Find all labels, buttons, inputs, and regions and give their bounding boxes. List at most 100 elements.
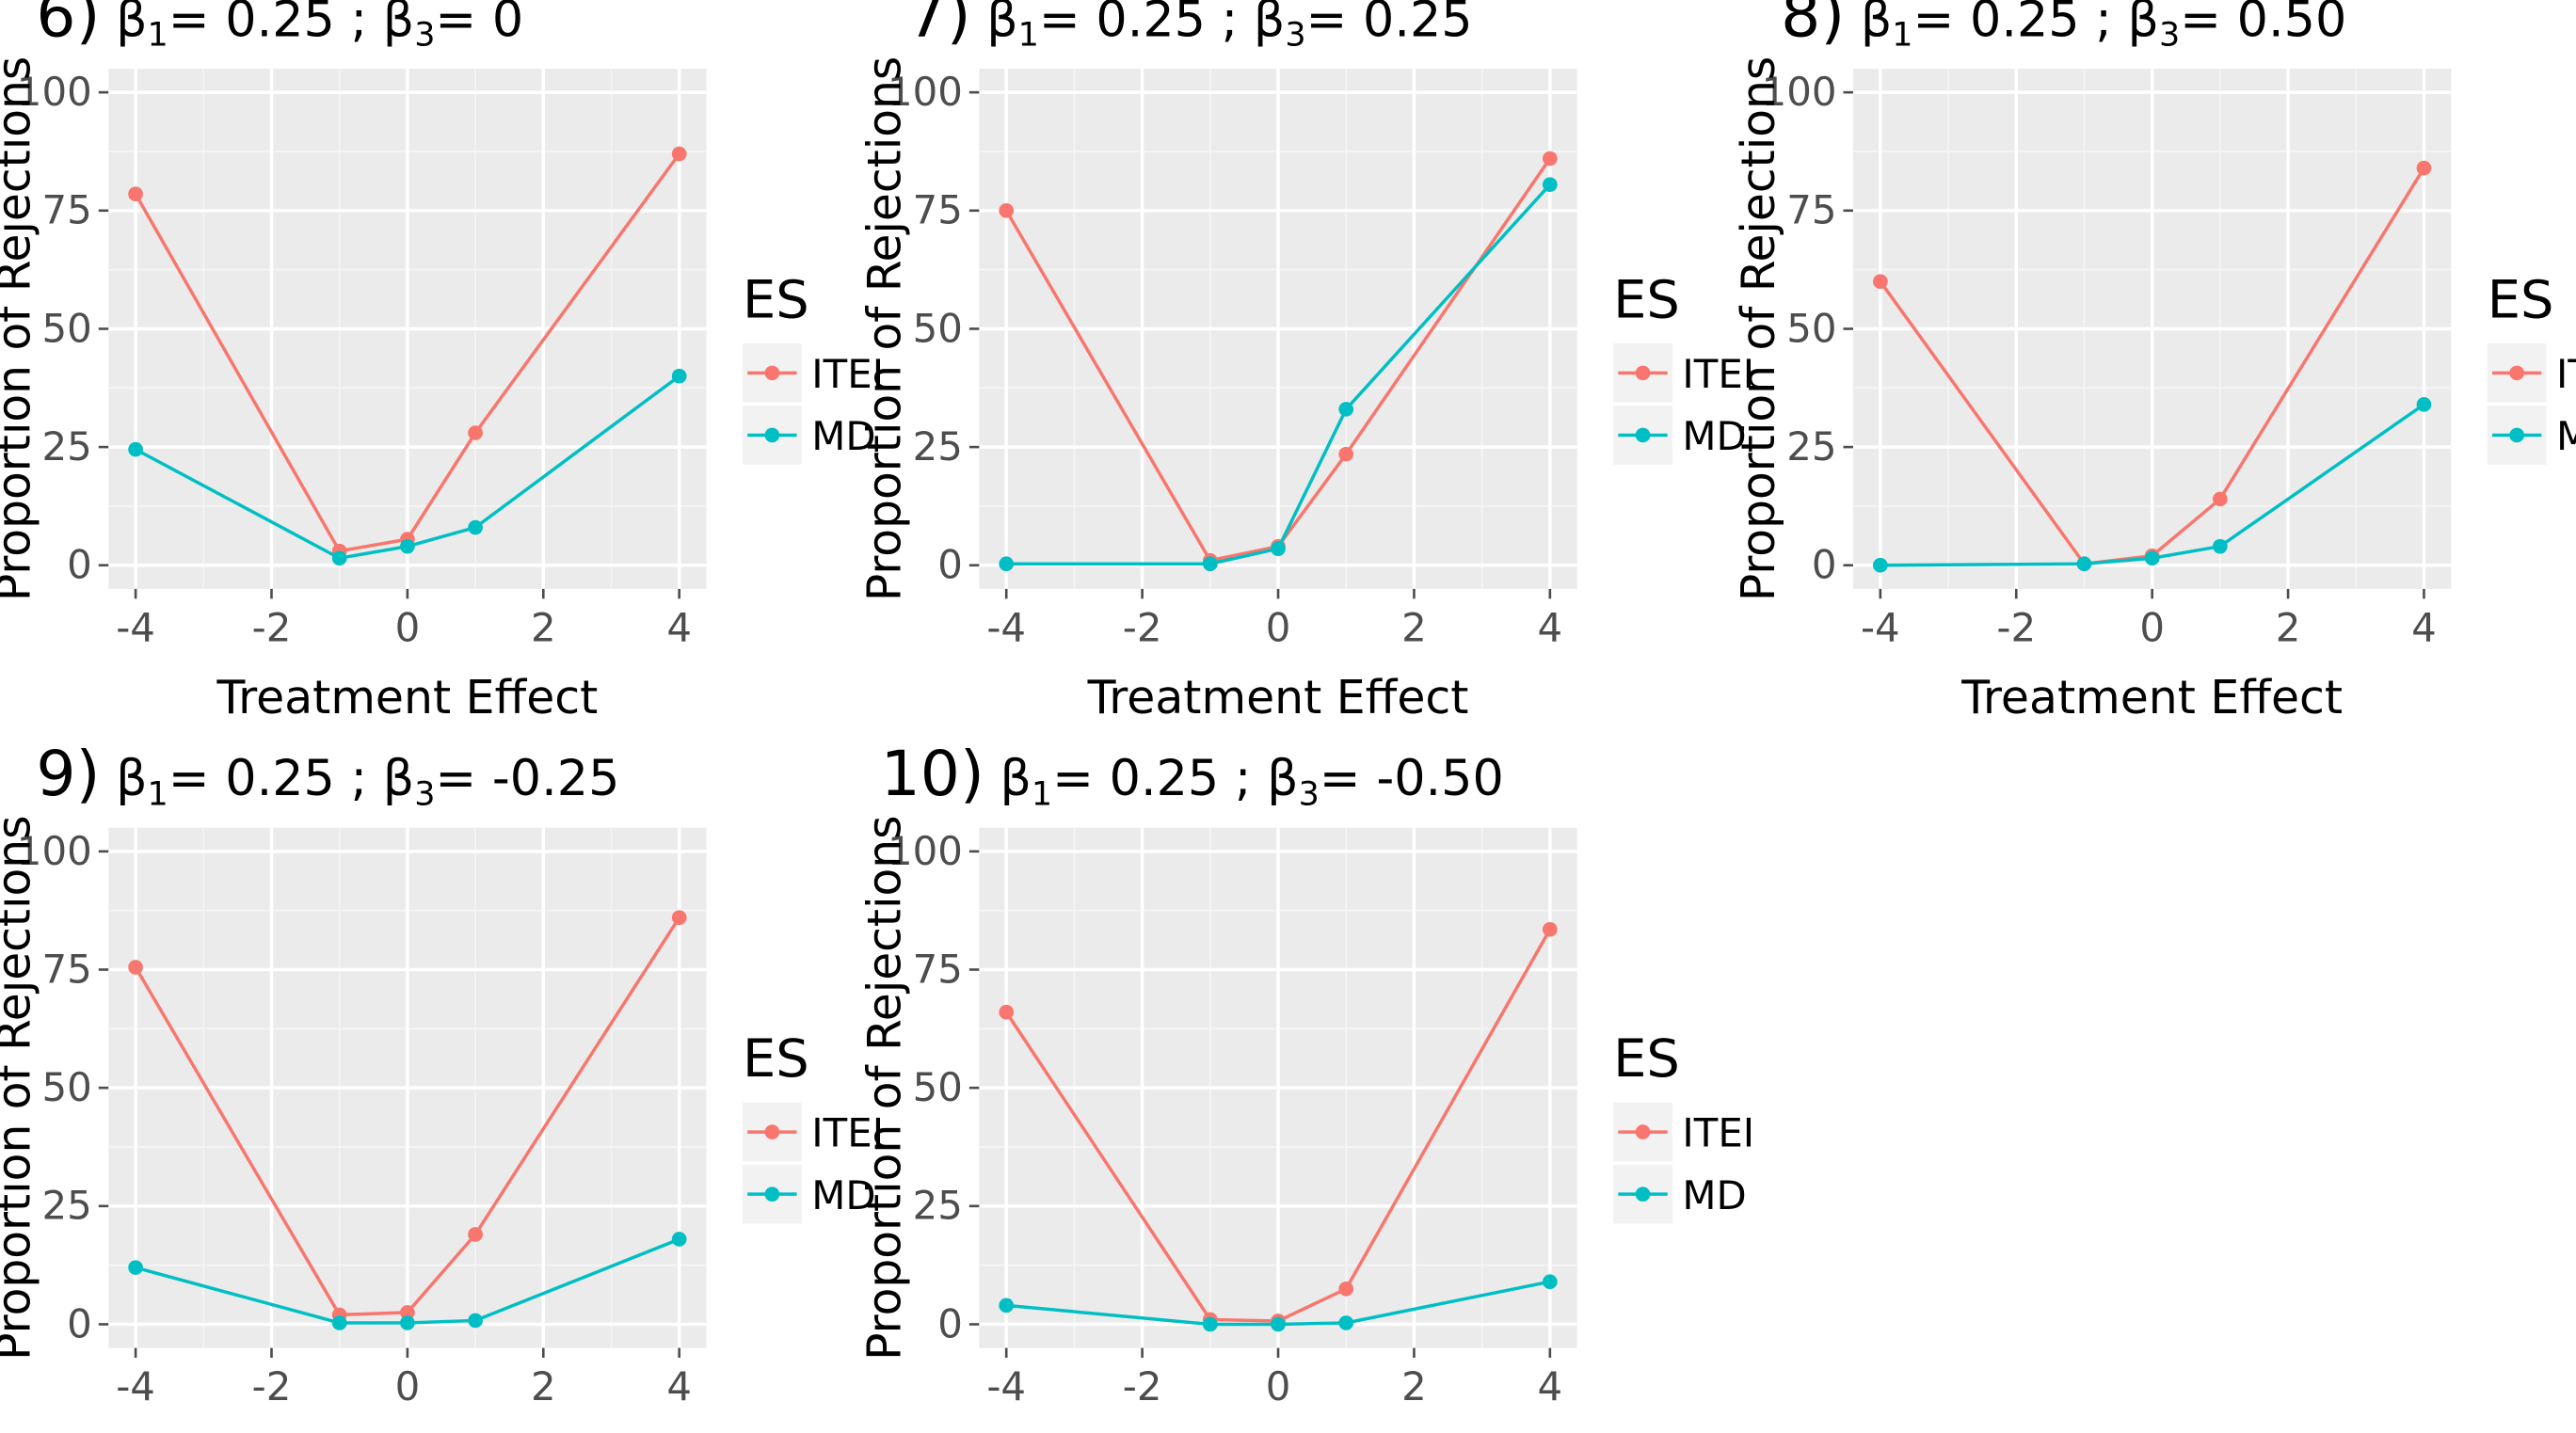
data-point-itei xyxy=(468,1227,483,1242)
y-tick-label: 50 xyxy=(1786,305,1836,351)
y-tick-label: 0 xyxy=(937,542,963,588)
y-tick-label: 0 xyxy=(937,1300,963,1346)
panel-title-part xyxy=(1845,0,1861,48)
panel-title: 9) β1= 0.25 ; β3= -0.25 xyxy=(36,738,619,813)
legend-title: ES xyxy=(2488,269,2554,330)
data-point-md xyxy=(2212,538,2228,554)
y-tick-label: 100 xyxy=(888,69,963,115)
x-axis-title: Treatment Effect xyxy=(1960,671,2343,724)
panel-title-part: β xyxy=(383,750,414,807)
x-tick-label: 2 xyxy=(1401,605,1427,651)
y-tick-label: 25 xyxy=(913,1183,963,1229)
legend-title: ES xyxy=(743,1028,809,1090)
legend-key-point xyxy=(764,1124,780,1139)
x-tick-label: 4 xyxy=(666,1363,692,1409)
x-tick-label: 0 xyxy=(1266,1363,1291,1409)
data-point-md xyxy=(1542,177,1558,192)
data-point-md xyxy=(1271,1316,1286,1332)
data-point-md xyxy=(468,519,483,535)
panel-title-part: 10) xyxy=(881,738,984,810)
legend-label-itei: ITEI xyxy=(1682,351,1754,397)
data-point-md xyxy=(999,1298,1015,1314)
panel-title-part: = 0.25 ; xyxy=(1052,750,1267,807)
panel-title-part xyxy=(971,0,987,48)
data-point-itei xyxy=(1872,274,1888,290)
data-point-md xyxy=(2076,556,2092,572)
y-tick-label: 75 xyxy=(1786,187,1836,233)
panel-title-part: 6) xyxy=(36,0,100,51)
x-tick-label: 0 xyxy=(2139,605,2165,651)
data-point-itei xyxy=(1338,1281,1354,1297)
data-point-itei xyxy=(999,202,1015,218)
data-point-md xyxy=(400,538,415,554)
data-point-md xyxy=(331,550,347,566)
data-point-md xyxy=(468,1313,483,1329)
data-point-itei xyxy=(128,186,143,202)
panel-title-part: β xyxy=(1000,750,1032,807)
y-tick-label: 100 xyxy=(17,828,92,874)
data-point-md xyxy=(671,1232,687,1247)
panel-title-part: = 0.50 xyxy=(2180,0,2346,48)
legend-key-point xyxy=(764,1186,780,1202)
panel-title-part: = 0.25 xyxy=(1306,0,1473,48)
y-tick-label: 75 xyxy=(913,187,963,233)
y-tick-label: 50 xyxy=(913,1064,963,1110)
legend-label-itei: ITEI xyxy=(811,1110,884,1156)
x-axis-title: Treatment Effect xyxy=(216,671,598,724)
x-tick-label: -2 xyxy=(252,1363,292,1409)
data-point-md xyxy=(671,368,687,384)
panel-title-part: 1 xyxy=(1892,17,1912,55)
x-tick-label: -2 xyxy=(252,605,292,651)
y-tick-label: 100 xyxy=(17,69,92,115)
legend-label-itei: ITEI xyxy=(1682,1110,1754,1156)
x-tick-label: -4 xyxy=(986,1363,1026,1409)
x-tick-label: -4 xyxy=(1861,605,1900,651)
x-axis-title: Treatment Effect xyxy=(216,1430,598,1433)
x-tick-label: 4 xyxy=(1538,1363,1563,1409)
data-point-itei xyxy=(468,425,483,440)
x-tick-label: 2 xyxy=(1401,1363,1427,1409)
legend-key-point xyxy=(2509,427,2525,443)
x-tick-label: 0 xyxy=(1266,605,1291,651)
y-tick-label: 100 xyxy=(888,828,963,874)
legend-title: ES xyxy=(743,269,809,330)
panel-title-part: β xyxy=(2128,0,2159,48)
data-point-md xyxy=(400,1315,415,1330)
panel-title-part: β xyxy=(1861,0,1892,48)
panel-title-part: = 0.25 ; xyxy=(1039,0,1254,48)
legend-key-point xyxy=(1635,365,1651,381)
y-axis-title: Proportion of Rejections xyxy=(857,56,911,601)
y-tick-label: 75 xyxy=(913,946,963,992)
panel-title: 7) β1= 0.25 ; β3= 0.25 xyxy=(907,0,1473,55)
data-point-md xyxy=(128,441,143,457)
panel-title-part: = -0.25 xyxy=(435,750,619,807)
x-tick-label: 4 xyxy=(1538,605,1563,651)
data-point-itei xyxy=(1542,151,1558,167)
data-point-itei xyxy=(2212,491,2228,507)
panel-title-part: 1 xyxy=(1018,17,1039,55)
legend-title: ES xyxy=(1613,269,1680,330)
panel-title: 6) β1= 0.25 ; β3= 0 xyxy=(36,0,523,55)
panel-title-part: 1 xyxy=(148,17,168,55)
panel-title-part: β xyxy=(1267,750,1298,807)
panel-title-part: β xyxy=(383,0,414,48)
x-tick-label: -2 xyxy=(1123,1363,1162,1409)
data-point-md xyxy=(999,556,1015,572)
panel-title: 8) β1= 0.25 ; β3= 0.50 xyxy=(1781,0,2346,55)
panel-title-part xyxy=(100,750,116,807)
panel-title-part xyxy=(984,750,1000,807)
data-point-md xyxy=(2416,397,2432,412)
x-axis-title: Treatment Effect xyxy=(1087,671,1469,724)
x-tick-label: -4 xyxy=(986,605,1026,651)
x-tick-label: 4 xyxy=(666,605,692,651)
legend-title: ES xyxy=(1613,1028,1680,1090)
data-point-md xyxy=(128,1260,143,1275)
data-point-md xyxy=(1202,1316,1218,1332)
panel-title-part: 3 xyxy=(1299,775,1320,813)
panel-title-part: β xyxy=(116,0,147,48)
data-point-md xyxy=(1338,1315,1354,1330)
panel-title-part: 8) xyxy=(1781,0,1845,51)
